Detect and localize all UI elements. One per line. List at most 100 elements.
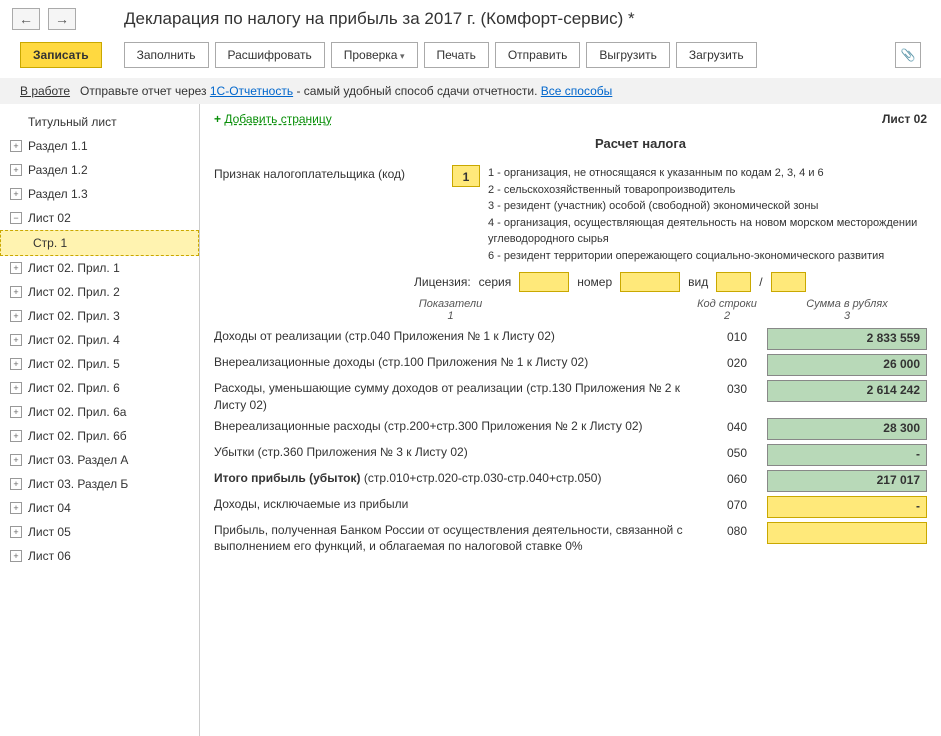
sheet-number: Лист 02	[882, 112, 927, 126]
legend-6: 6 - резидент территории опережающего соц…	[488, 248, 927, 265]
tree-item-label: Лист 02	[28, 211, 71, 225]
expand-icon[interactable]: +	[10, 526, 22, 538]
expand-icon[interactable]: +	[10, 286, 22, 298]
tree-item[interactable]: Стр. 1	[0, 230, 199, 256]
taxpayer-row: Признак налогоплательщика (код) 1 1 - ор…	[214, 165, 927, 264]
tree-item[interactable]: + Лист 03. Раздел А	[0, 448, 199, 472]
tree-item[interactable]: +Лист 04	[0, 496, 199, 520]
tree-item-label: Раздел 1.1	[28, 139, 88, 153]
tree-item[interactable]: + Лист 02. Прил. 1	[0, 256, 199, 280]
data-row: Доходы от реализации (стр.040 Приложения…	[214, 328, 927, 350]
reporting-link[interactable]: 1С-Отчетность	[210, 84, 293, 98]
plus-icon: +	[214, 112, 224, 126]
tree-item-label: Лист 03. Раздел Б	[28, 477, 128, 491]
expand-icon[interactable]: +	[10, 140, 22, 152]
expand-icon[interactable]: +	[10, 502, 22, 514]
tree-item[interactable]: +Лист 02. Прил. 6	[0, 376, 199, 400]
data-row: Внереализационные доходы (стр.100 Прилож…	[214, 354, 927, 376]
expand-icon[interactable]: +	[10, 550, 22, 562]
tree-item[interactable]: + Раздел 1.1	[0, 134, 199, 158]
attach-button[interactable]: 📎	[895, 42, 921, 68]
col3-title: Сумма в рублях	[767, 298, 927, 310]
license-slash: /	[759, 275, 762, 289]
app-window: ← → Декларация по налогу на прибыль за 2…	[0, 0, 941, 736]
tree-item[interactable]: −Лист 02	[0, 206, 199, 230]
data-rows: Доходы от реализации (стр.040 Приложения…	[214, 328, 927, 555]
license-type-input[interactable]	[716, 272, 751, 292]
content-panel: + Добавить страницу Лист 02 Расчет налог…	[200, 104, 941, 736]
license-type-label: вид	[688, 275, 708, 289]
all-methods-link[interactable]: Все способы	[541, 84, 613, 98]
tree-item-label: Титульный лист	[28, 115, 117, 129]
license-sub-input[interactable]	[771, 272, 806, 292]
row-value-input[interactable]: 2 833 559	[767, 328, 927, 350]
tree-item-label: Лист 06	[28, 549, 71, 563]
column-headers: Показатели1 Код строки2 Сумма в рублях3	[214, 298, 927, 322]
row-value-input[interactable]: 217 017	[767, 470, 927, 492]
print-button[interactable]: Печать	[424, 42, 489, 68]
tree-item[interactable]: + Лист 06	[0, 544, 199, 568]
data-row: Итого прибыль (убыток) (стр.010+стр.020-…	[214, 470, 927, 492]
tree-item-label: Лист 02. Прил. 1	[28, 261, 120, 275]
expand-icon[interactable]: +	[10, 454, 22, 466]
row-value-input[interactable]: -	[767, 444, 927, 466]
add-page-text: Добавить страницу	[224, 112, 331, 126]
expand-icon[interactable]: +	[10, 188, 22, 200]
data-row: Внереализационные расходы (стр.200+стр.3…	[214, 418, 927, 440]
row-code: 040	[707, 418, 767, 434]
tree-item-label: Лист 05	[28, 525, 71, 539]
collapse-icon[interactable]: −	[10, 212, 22, 224]
expand-icon[interactable]: +	[10, 478, 22, 490]
license-series-input[interactable]	[519, 272, 569, 292]
row-value-input[interactable]: -	[767, 496, 927, 518]
tree-item-label: Лист 03. Раздел А	[28, 453, 128, 467]
status-state[interactable]: В работе	[20, 84, 70, 98]
check-dropdown[interactable]: Проверка	[331, 42, 418, 68]
row-value-input[interactable]: 2 614 242	[767, 380, 927, 402]
license-label: Лицензия:	[414, 275, 471, 289]
add-page-link[interactable]: + Добавить страницу	[214, 112, 332, 126]
tree-item[interactable]: +Раздел 1.2	[0, 158, 199, 182]
col2-num: 2	[687, 310, 767, 322]
col1-num: 1	[214, 310, 687, 322]
tree-item[interactable]: + Лист 03. Раздел Б	[0, 472, 199, 496]
expand-icon[interactable]: +	[10, 334, 22, 346]
expand-icon[interactable]: +	[10, 262, 22, 274]
expand-icon[interactable]: +	[10, 406, 22, 418]
row-value-input[interactable]	[767, 522, 927, 544]
fill-button[interactable]: Заполнить	[124, 42, 209, 68]
tree-item[interactable]: +Лист 02. Прил. 4	[0, 328, 199, 352]
nav-forward-button[interactable]: →	[48, 8, 76, 30]
expand-icon[interactable]: +	[10, 430, 22, 442]
tree-item[interactable]: + Лист 05	[0, 520, 199, 544]
paperclip-icon: 📎	[901, 48, 916, 62]
row-value-input[interactable]: 28 300	[767, 418, 927, 440]
tree-item[interactable]: +Лист 02. Прил. 5	[0, 352, 199, 376]
license-number-input[interactable]	[620, 272, 680, 292]
save-button[interactable]: Записать	[20, 42, 102, 68]
expand-icon[interactable]: +	[10, 310, 22, 322]
expand-icon[interactable]: +	[10, 358, 22, 370]
data-row: Убытки (стр.360 Приложения № 3 к Листу 0…	[214, 444, 927, 466]
expand-icon[interactable]: +	[10, 164, 22, 176]
section-title: Расчет налога	[354, 136, 927, 151]
expand-icon[interactable]: +	[10, 382, 22, 394]
tree-item[interactable]: +Лист 02. Прил. 2	[0, 280, 199, 304]
tree-item[interactable]: +Лист 02. Прил. 6б	[0, 424, 199, 448]
tree-item[interactable]: +Лист 02. Прил. 3	[0, 304, 199, 328]
tree-item[interactable]: +Лист 02. Прил. 6а	[0, 400, 199, 424]
export-button[interactable]: Выгрузить	[586, 42, 670, 68]
taxpayer-code-input[interactable]: 1	[452, 165, 480, 187]
expand-icon[interactable]	[10, 116, 22, 128]
decode-button[interactable]: Расшифровать	[215, 42, 325, 68]
tree-item[interactable]: +Раздел 1.3	[0, 182, 199, 206]
legend-3: 3 - резидент (участник) особой (свободно…	[488, 198, 927, 215]
license-row: Лицензия: серия номер вид /	[414, 272, 927, 292]
send-button[interactable]: Отправить	[495, 42, 581, 68]
row-value-input[interactable]: 26 000	[767, 354, 927, 376]
import-button[interactable]: Загрузить	[676, 42, 757, 68]
status-text: Отправьте отчет через 1С-Отчетность - са…	[80, 84, 612, 98]
taxpayer-label: Признак налогоплательщика (код)	[214, 165, 444, 181]
nav-back-button[interactable]: ←	[12, 8, 40, 30]
tree-item[interactable]: Титульный лист	[0, 110, 199, 134]
